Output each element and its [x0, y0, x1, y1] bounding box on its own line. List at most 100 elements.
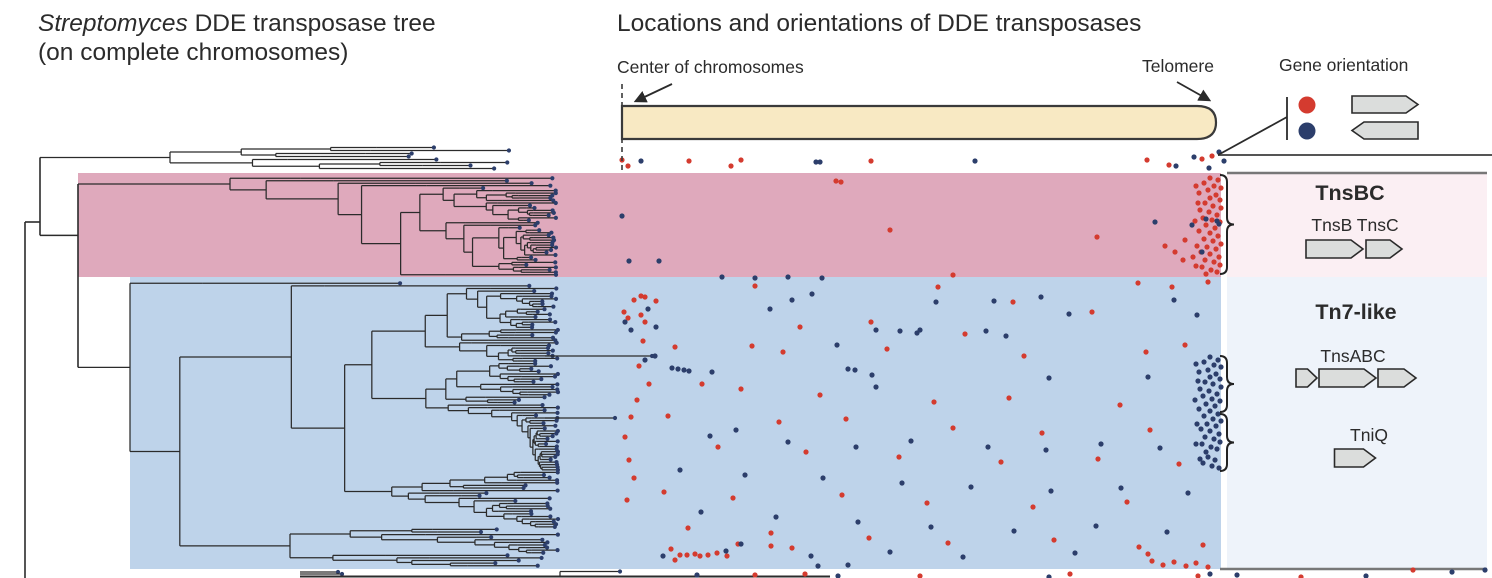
scatter-dot-forward: [1182, 237, 1188, 243]
scatter-dot-reverse: [1203, 449, 1209, 455]
scatter-dot-reverse: [1199, 441, 1205, 447]
scatter-dot-forward: [653, 298, 659, 304]
scatter-dot-forward: [776, 419, 782, 425]
scatter-dot-forward: [1210, 238, 1216, 244]
scatter-dot-reverse: [1048, 488, 1054, 494]
scatter-dot-forward: [672, 344, 678, 350]
scatter-dot-reverse: [1206, 388, 1212, 394]
scatter-dot-forward: [1162, 243, 1168, 249]
scatter-dot-forward: [797, 324, 803, 330]
scatter-dot-forward: [935, 284, 941, 290]
scatter-dot-reverse: [681, 367, 687, 373]
tree-tip-dot: [537, 228, 542, 233]
tree-tip-dot: [551, 304, 556, 309]
tree-tip-dot: [540, 402, 545, 408]
scatter-dot-reverse: [1217, 439, 1223, 445]
scatter-dot-forward: [1144, 157, 1150, 163]
scatter-dot-reverse: [1363, 573, 1369, 578]
scatter-dot-forward: [638, 293, 644, 299]
tnsabc-gene-arrow: [1295, 368, 1319, 388]
scatter-dot-forward: [1205, 564, 1211, 570]
tree-tip-dot: [550, 384, 555, 390]
transposase-scatter: [619, 149, 1488, 578]
tree-tip-dot: [532, 205, 537, 211]
scatter-dot-reverse: [767, 306, 773, 312]
scatter-dot-forward: [1208, 267, 1214, 273]
tree-tip-dot: [555, 390, 561, 395]
tree-tip-dot: [478, 529, 484, 535]
scatter-dot-forward: [1196, 190, 1202, 196]
scatter-dot-reverse: [813, 159, 819, 165]
scatter-dot-forward: [1094, 234, 1100, 240]
scatter-dot-reverse: [675, 366, 681, 372]
scatter-dot-forward: [628, 414, 634, 420]
scatter-dot-forward: [1172, 249, 1178, 255]
tree-tip-dot: [545, 540, 550, 545]
tree-tip-dot: [516, 397, 522, 402]
scatter-dot-forward: [684, 552, 690, 558]
tree-tip-dot: [489, 535, 494, 540]
legend-reverse-dot: [1298, 122, 1316, 140]
scatter-dot-forward: [1214, 212, 1220, 218]
scatter-dot-reverse: [1191, 154, 1197, 160]
scatter-dot-reverse: [1093, 523, 1099, 529]
legend-orientation-arrows: [1350, 95, 1420, 140]
scatter-dot-reverse: [1207, 374, 1213, 380]
scatter-dot-reverse: [1145, 374, 1151, 380]
scatter-dot-reverse: [873, 327, 879, 333]
scatter-dot-reverse: [908, 438, 914, 444]
scatter-dot-forward: [646, 381, 652, 387]
tree-tip-dot: [531, 379, 536, 384]
scatter-dot-reverse: [622, 319, 628, 325]
tree-tip-dot: [505, 160, 510, 165]
tn7-clade-title: Tn7-like: [1315, 300, 1396, 324]
scatter-dot-reverse: [1207, 408, 1213, 414]
scatter-dot-reverse: [1193, 361, 1199, 367]
tree-tip-dot: [548, 183, 553, 188]
scatter-dot-reverse: [638, 158, 644, 164]
scatter-dot-reverse: [656, 258, 662, 264]
scatter-dot-forward: [625, 163, 631, 169]
scatter-dot-reverse: [1205, 454, 1211, 460]
scatter-dot-reverse: [1200, 460, 1206, 466]
scatter-dot-forward: [868, 158, 874, 164]
tree-tip-dot: [504, 178, 509, 183]
scatter-dot-reverse: [1215, 411, 1221, 417]
scatter-dot-reverse: [789, 297, 795, 303]
tree-tip-dot: [550, 348, 555, 353]
scatter-dot-reverse: [817, 159, 823, 165]
scatter-dot-reverse: [1214, 446, 1220, 452]
scatter-dot-forward: [686, 158, 692, 164]
scatter-dot-reverse: [1118, 485, 1124, 491]
tree-tip-dot: [553, 454, 558, 459]
tree-tip-dot: [335, 569, 341, 575]
scatter-dot-reverse: [1207, 571, 1213, 577]
scatter-dot-forward: [1213, 246, 1219, 252]
scatter-dot-reverse: [752, 275, 758, 281]
scatter-dot-reverse: [652, 353, 658, 359]
scatter-dot-forward: [634, 397, 640, 403]
tree-tip-dot: [545, 436, 550, 441]
scatter-dot-forward: [1200, 542, 1206, 548]
tree-tip-dot: [546, 233, 551, 238]
tree-tip-dot: [553, 190, 558, 196]
scatter-dot-reverse: [773, 514, 779, 520]
tree-tip-dot: [541, 550, 546, 555]
scatter-dot-forward: [1209, 153, 1215, 159]
scatter-dot-forward: [625, 315, 631, 321]
scatter-dot-forward: [866, 535, 872, 541]
tree-tip-dot: [527, 203, 533, 208]
tree-tip-dot: [533, 223, 538, 228]
scatter-dot-forward: [1193, 263, 1199, 269]
scatter-dot-reverse: [698, 509, 704, 515]
tree-tip-dot: [546, 213, 551, 218]
scatter-dot-forward: [1298, 574, 1304, 578]
legend-forward-strand-arrow: [1351, 95, 1420, 114]
scatter-dot-reverse: [1208, 444, 1214, 450]
tree-tip-dot: [546, 351, 551, 356]
scatter-dot-reverse: [686, 368, 692, 374]
tree-tip-dot: [542, 395, 547, 400]
scatter-dot-reverse: [1192, 397, 1198, 403]
tree-tip-dot: [617, 569, 623, 574]
